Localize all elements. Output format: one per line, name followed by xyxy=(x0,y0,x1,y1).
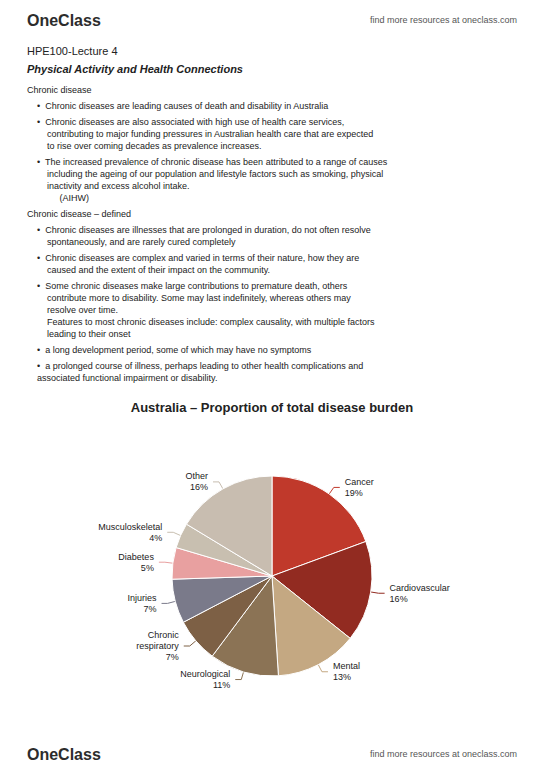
svg-text:Cancer: Cancer xyxy=(345,477,374,487)
svg-text:5%: 5% xyxy=(141,563,154,573)
svg-text:Physical Activity and Health C: Physical Activity and Health Connections xyxy=(27,63,243,75)
svg-text:respiratory: respiratory xyxy=(136,641,179,651)
svg-text:HPE100-Lecture 4: HPE100-Lecture 4 xyxy=(27,45,118,57)
svg-text:Features to most chronic disea: Features to most chronic diseases includ… xyxy=(37,317,375,327)
svg-text:Neurological: Neurological xyxy=(180,669,230,679)
svg-text:• Some chronic diseases make: • Some chronic diseases make large contr… xyxy=(37,281,348,291)
svg-text:Cardiovascular: Cardiovascular xyxy=(390,583,450,593)
svg-text:find more resources at oneclas: find more resources at oneclass.com xyxy=(370,749,517,759)
svg-text:resolve over time.: resolve over time. xyxy=(37,305,118,315)
svg-text:4%: 4% xyxy=(149,533,162,543)
svg-text:caused and the extent of their: caused and the extent of their impact on… xyxy=(37,265,270,275)
svg-text:• a long development period,: • a long development period, some of whi… xyxy=(37,345,312,355)
svg-text:• Chronic diseases are comple: • Chronic diseases are complex and varie… xyxy=(37,253,359,263)
svg-text:Injuries: Injuries xyxy=(128,593,158,603)
svg-text:including the ageing of our po: including the ageing of our population a… xyxy=(37,169,383,179)
svg-text:Chronic disease: Chronic disease xyxy=(27,85,92,95)
svg-text:Chronic disease – defined: Chronic disease – defined xyxy=(27,209,131,219)
svg-text:Australia – Proportion of tota: Australia – Proportion of total disease … xyxy=(131,400,413,415)
svg-text:OneClass: OneClass xyxy=(27,12,101,29)
svg-text:Diabetes: Diabetes xyxy=(118,552,154,562)
svg-text:7%: 7% xyxy=(144,604,157,614)
svg-text:associated functional impairme: associated functional impairment or disa… xyxy=(37,373,217,383)
svg-text:16%: 16% xyxy=(190,482,208,492)
svg-text:leading to their onset: leading to their onset xyxy=(37,329,131,339)
svg-text:• Chronic diseases are also a: • Chronic diseases are also associated w… xyxy=(37,117,344,127)
svg-text:13%: 13% xyxy=(333,672,351,682)
svg-text:Musculoskeletal: Musculoskeletal xyxy=(98,522,162,532)
svg-text:OneClass: OneClass xyxy=(27,746,101,763)
svg-text:• Chronic diseases are illnes: • Chronic diseases are illnesses that ar… xyxy=(37,225,371,235)
svg-text:11%: 11% xyxy=(213,680,230,690)
svg-text:to rise over coming decades as: to rise over coming decades as prevalenc… xyxy=(37,141,262,151)
svg-text:16%: 16% xyxy=(390,594,408,604)
svg-text:inactivity and excess alcohol: inactivity and excess alcohol intake. xyxy=(37,181,190,191)
svg-text:Other: Other xyxy=(185,471,208,481)
svg-text:• Chronic diseases are leadin: • Chronic diseases are leading causes of… xyxy=(37,101,328,111)
svg-text:• a prolonged course of illne: • a prolonged course of illness, perhaps… xyxy=(37,361,363,371)
svg-text:7%: 7% xyxy=(166,652,179,662)
svg-text:• The increased prevalence of: • The increased prevalence of chronic di… xyxy=(37,157,388,167)
svg-text:Mental: Mental xyxy=(333,661,360,671)
svg-text:Chronic: Chronic xyxy=(148,630,180,640)
svg-text:19%: 19% xyxy=(345,488,363,498)
svg-text:contributing to major funding: contributing to major funding pressures … xyxy=(37,129,373,139)
svg-text:(AIHW): (AIHW) xyxy=(37,193,89,203)
svg-text:spontaneously, and are rarely: spontaneously, and are rarely cured comp… xyxy=(37,237,236,247)
svg-text:find more resources at oneclas: find more resources at oneclass.com xyxy=(370,15,517,25)
svg-text:contribute more to disability.: contribute more to disability. Some may … xyxy=(37,293,351,303)
